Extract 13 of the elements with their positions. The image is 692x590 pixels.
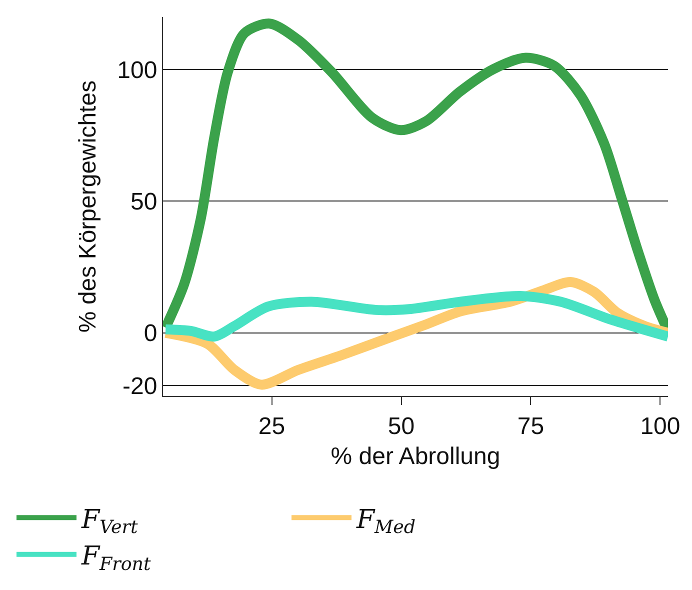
x-tick-label: 25 <box>258 412 286 440</box>
x-tick-label: 75 <box>517 412 544 440</box>
y-axis-title: % des Körpergewichtes <box>74 80 102 333</box>
y-tick-label: -20 <box>122 372 158 400</box>
y-tick-label: 50 <box>130 188 158 216</box>
x-axis-title: % der Abrollung <box>330 443 500 470</box>
x-tick-label: 50 <box>388 412 415 440</box>
legend-label: F$_{Vert}$ <box>80 504 138 538</box>
y-tick-label: 0 <box>144 320 158 348</box>
legend-label: F$_{Med}$ <box>356 504 416 538</box>
x-tick-label: 100 <box>640 412 680 440</box>
legend-label: F$_{Front}$ <box>80 542 152 576</box>
y-tick-label: 100 <box>117 57 158 84</box>
